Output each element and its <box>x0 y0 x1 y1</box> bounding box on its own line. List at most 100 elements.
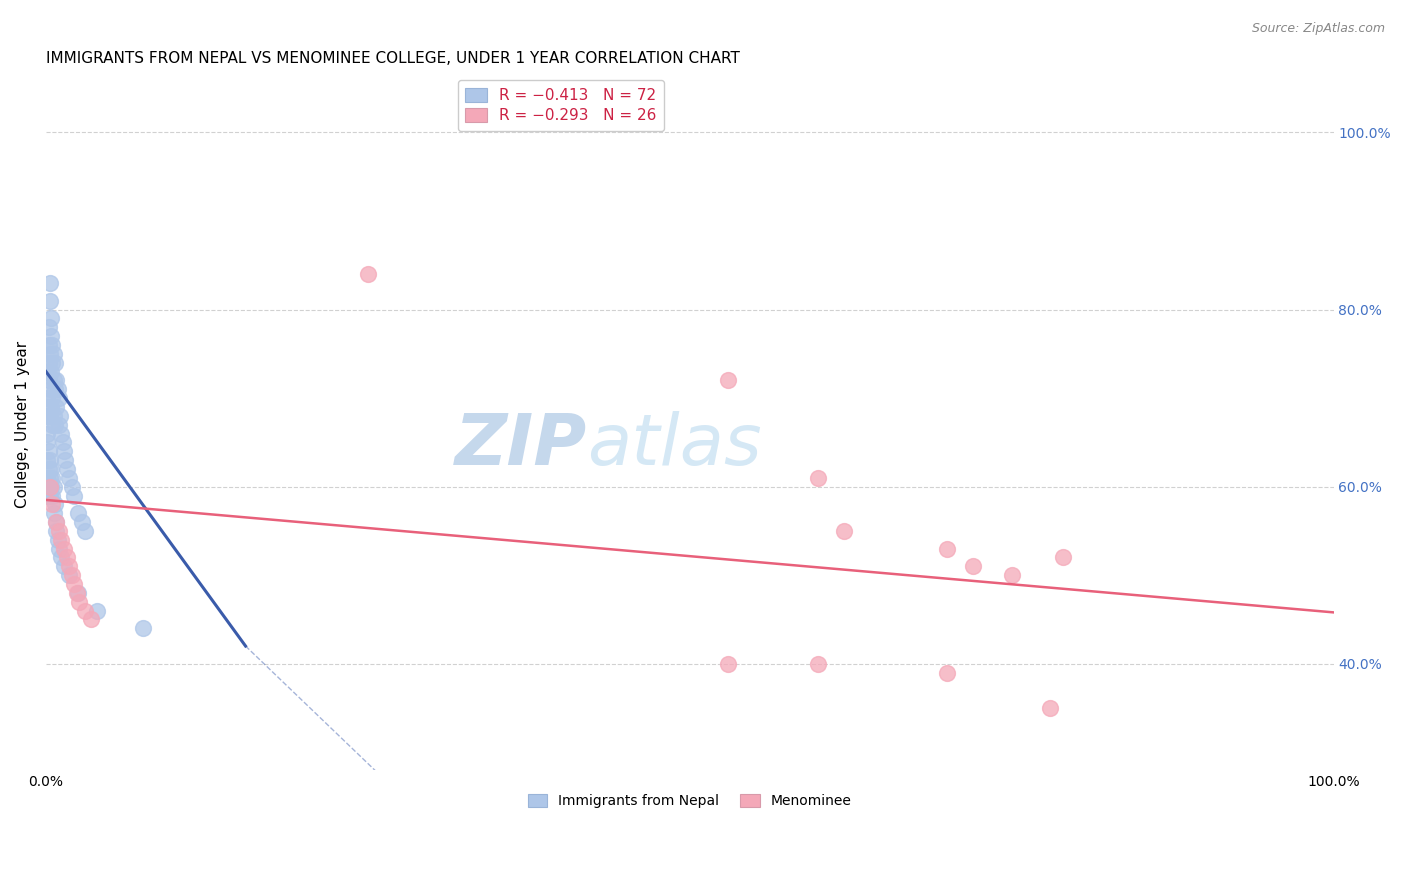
Point <box>67 586 90 600</box>
Point <box>80 612 103 626</box>
Point <box>42 506 65 520</box>
Text: atlas: atlas <box>586 411 762 480</box>
Point <box>38 409 60 423</box>
Point <box>58 568 80 582</box>
Point <box>962 559 984 574</box>
Y-axis label: College, Under 1 year: College, Under 1 year <box>15 341 30 508</box>
Point <box>936 541 959 556</box>
Point <box>60 480 83 494</box>
Point <box>37 426 59 441</box>
Point <box>73 604 96 618</box>
Point <box>53 541 76 556</box>
Point <box>38 293 60 308</box>
Point <box>37 453 59 467</box>
Point <box>38 373 60 387</box>
Point <box>38 462 60 476</box>
Point <box>39 400 62 414</box>
Point <box>37 471 59 485</box>
Point <box>39 311 62 326</box>
Point <box>38 480 60 494</box>
Point <box>69 595 91 609</box>
Point <box>51 550 73 565</box>
Point <box>42 480 65 494</box>
Point <box>45 524 67 538</box>
Point <box>44 382 66 396</box>
Point <box>41 417 63 432</box>
Point <box>48 541 70 556</box>
Point <box>39 329 62 343</box>
Point <box>42 409 65 423</box>
Point <box>67 506 90 520</box>
Point <box>46 533 69 547</box>
Point <box>49 409 72 423</box>
Point <box>53 559 76 574</box>
Point <box>55 462 77 476</box>
Point <box>41 338 63 352</box>
Point <box>38 276 60 290</box>
Text: ZIP: ZIP <box>454 411 586 480</box>
Point <box>38 400 60 414</box>
Point <box>38 480 60 494</box>
Point <box>717 657 740 671</box>
Point <box>60 568 83 582</box>
Point <box>41 488 63 502</box>
Point <box>41 471 63 485</box>
Point <box>58 471 80 485</box>
Point <box>44 417 66 432</box>
Point <box>38 338 60 352</box>
Point <box>53 453 76 467</box>
Point <box>717 373 740 387</box>
Point <box>37 365 59 379</box>
Point <box>807 471 830 485</box>
Point <box>39 365 62 379</box>
Point <box>832 524 855 538</box>
Point <box>1039 701 1062 715</box>
Point <box>45 400 67 414</box>
Point <box>38 488 60 502</box>
Point <box>46 382 69 396</box>
Point <box>1001 568 1024 582</box>
Text: Source: ZipAtlas.com: Source: ZipAtlas.com <box>1251 22 1385 36</box>
Point <box>51 426 73 441</box>
Point <box>38 444 60 458</box>
Point <box>53 444 76 458</box>
Point <box>41 356 63 370</box>
Point <box>37 391 59 405</box>
Point <box>63 577 86 591</box>
Point <box>1052 550 1074 565</box>
Point <box>42 347 65 361</box>
Point <box>48 524 70 538</box>
Point <box>55 550 77 565</box>
Point <box>48 417 70 432</box>
Point <box>41 391 63 405</box>
Point <box>48 391 70 405</box>
Point <box>58 559 80 574</box>
Point <box>44 497 66 511</box>
Point <box>37 435 59 450</box>
Point <box>39 462 62 476</box>
Point <box>52 435 75 450</box>
Point <box>70 515 93 529</box>
Point <box>38 347 60 361</box>
Point <box>73 524 96 538</box>
Point <box>45 515 67 529</box>
Point <box>38 320 60 334</box>
Point <box>44 356 66 370</box>
Point <box>63 488 86 502</box>
Point <box>45 515 67 529</box>
Point <box>807 657 830 671</box>
Point <box>41 497 63 511</box>
Point <box>39 480 62 494</box>
Point <box>38 382 60 396</box>
Legend: Immigrants from Nepal, Menominee: Immigrants from Nepal, Menominee <box>520 787 859 815</box>
Point <box>45 373 67 387</box>
Point <box>38 471 60 485</box>
Point <box>936 665 959 680</box>
Point <box>38 356 60 370</box>
Point <box>51 533 73 547</box>
Point <box>37 488 59 502</box>
Text: IMMIGRANTS FROM NEPAL VS MENOMINEE COLLEGE, UNDER 1 YEAR CORRELATION CHART: IMMIGRANTS FROM NEPAL VS MENOMINEE COLLE… <box>46 51 740 66</box>
Point <box>37 409 59 423</box>
Point <box>131 621 153 635</box>
Point <box>38 453 60 467</box>
